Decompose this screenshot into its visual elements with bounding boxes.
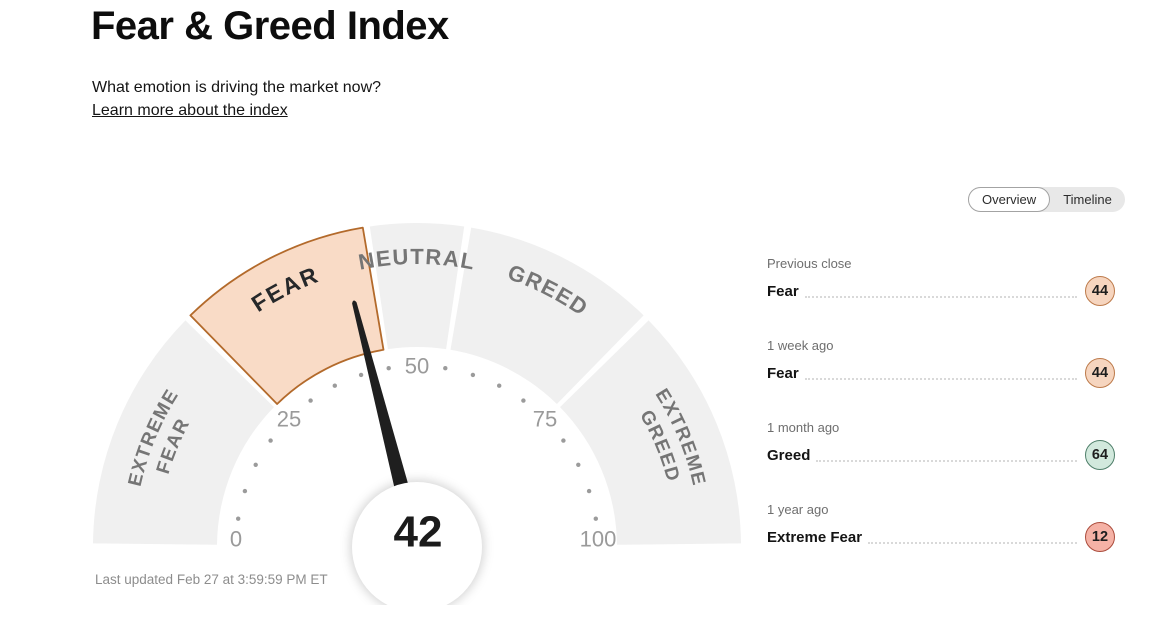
tab-overview[interactable]: Overview bbox=[968, 187, 1051, 212]
gauge-value: 42 bbox=[394, 508, 443, 557]
history-label: Fear bbox=[767, 282, 799, 300]
history-label: Greed bbox=[767, 446, 811, 464]
gauge-tick-100: 100 bbox=[580, 527, 617, 552]
history-period: 1 year ago bbox=[767, 502, 829, 517]
gauge-segment-neutral bbox=[369, 223, 465, 350]
gauge-tick-0: 0 bbox=[230, 527, 242, 552]
gauge-minor-tick bbox=[308, 398, 313, 403]
gauge-segment-fear bbox=[189, 226, 385, 405]
history-label: Extreme Fear bbox=[767, 528, 863, 546]
history-label: Fear bbox=[767, 364, 799, 382]
gauge-svg: EXTREME FEAR FEAR NEUTRAL GREED EXTREME … bbox=[93, 223, 741, 614]
gauge-minor-tick bbox=[593, 516, 598, 521]
dotted-leader bbox=[868, 542, 1077, 544]
history-panel: Previous close Fear 44 1 week ago Fear 4… bbox=[767, 256, 1115, 584]
gauge-segment-greed bbox=[450, 227, 644, 404]
dotted-leader bbox=[816, 460, 1077, 462]
last-updated: Last updated Feb 27 at 3:59:59 PM ET bbox=[95, 572, 328, 587]
history-row-1-week: 1 week ago Fear 44 bbox=[767, 338, 1115, 388]
history-value-badge: 12 bbox=[1085, 522, 1115, 552]
gauge-tick-75: 75 bbox=[533, 407, 557, 432]
gauge-minor-tick bbox=[332, 383, 337, 388]
history-value-badge: 44 bbox=[1085, 358, 1115, 388]
gauge-minor-tick bbox=[358, 372, 364, 378]
page-subtitle: What emotion is driving the market now? bbox=[92, 79, 382, 96]
gauge-minor-tick bbox=[443, 366, 448, 371]
gauge-minor-tick bbox=[470, 372, 476, 378]
gauge-minor-tick bbox=[561, 438, 566, 443]
gauge-minor-tick bbox=[386, 366, 391, 371]
history-value-badge: 64 bbox=[1085, 440, 1115, 470]
history-row-1-year: 1 year ago Extreme Fear 12 bbox=[767, 502, 1115, 552]
gauge-center-circle bbox=[352, 482, 482, 612]
history-row-previous-close: Previous close Fear 44 bbox=[767, 256, 1115, 306]
page-title: Fear & Greed Index bbox=[91, 4, 449, 48]
fear-greed-gauge: EXTREME FEAR FEAR NEUTRAL GREED EXTREME … bbox=[80, 215, 760, 614]
gauge-tick-25: 25 bbox=[277, 407, 301, 432]
history-period: 1 week ago bbox=[767, 338, 834, 353]
history-value-badge: 44 bbox=[1085, 276, 1115, 306]
gauge-minor-tick bbox=[576, 462, 581, 467]
gauge-segment-extreme-fear bbox=[93, 320, 274, 545]
history-period: Previous close bbox=[767, 256, 852, 271]
dotted-leader bbox=[804, 378, 1077, 380]
dotted-leader bbox=[804, 296, 1077, 298]
gauge-minor-tick bbox=[242, 488, 248, 494]
gauge-minor-tick bbox=[497, 383, 502, 388]
gauge-segment-extreme-greed bbox=[560, 320, 741, 545]
view-toggle: Overview Timeline bbox=[968, 187, 1125, 212]
gauge-minor-tick bbox=[586, 488, 592, 494]
gauge-tick-50: 50 bbox=[405, 354, 429, 379]
gauge-minor-tick bbox=[236, 516, 241, 521]
tab-timeline[interactable]: Timeline bbox=[1050, 187, 1125, 212]
gauge-minor-tick bbox=[521, 398, 526, 403]
gauge-minor-tick bbox=[268, 438, 273, 443]
history-period: 1 month ago bbox=[767, 420, 840, 435]
learn-more-link[interactable]: Learn more about the index bbox=[92, 102, 288, 119]
history-row-1-month: 1 month ago Greed 64 bbox=[767, 420, 1115, 470]
gauge-minor-tick bbox=[253, 462, 258, 467]
